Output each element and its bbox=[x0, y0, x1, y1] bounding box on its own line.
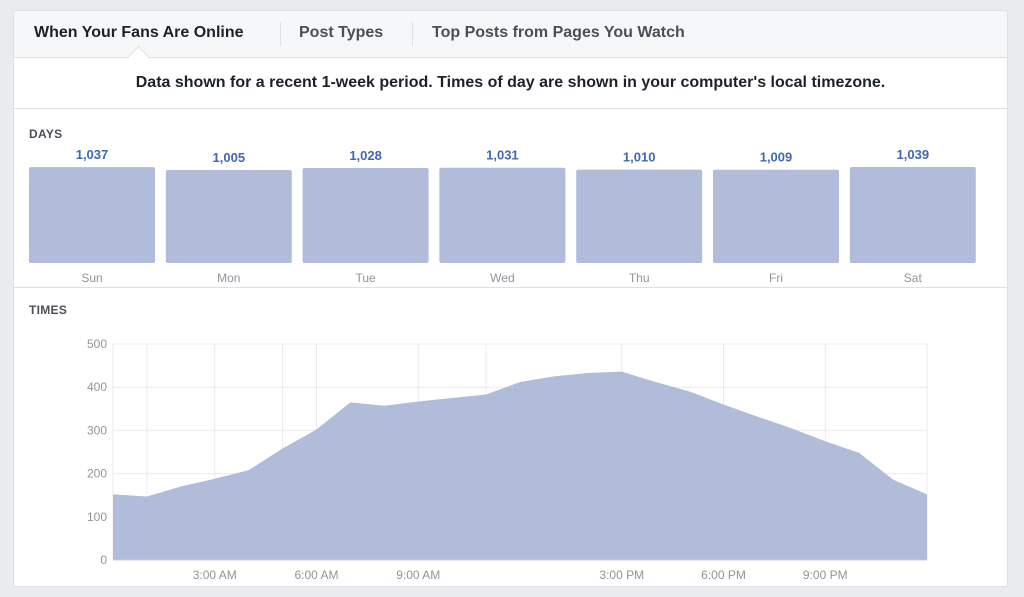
y-tick-label: 400 bbox=[87, 380, 107, 394]
times-title: TIMES bbox=[29, 303, 68, 317]
section-divider bbox=[14, 287, 1007, 288]
day-tick-label: Thu bbox=[629, 271, 650, 285]
x-tick-label: 6:00 PM bbox=[701, 568, 746, 582]
insights-card: When Your Fans Are Online Post Types Top… bbox=[13, 10, 1008, 587]
tab-bar: When Your Fans Are Online Post Types Top… bbox=[14, 11, 1007, 68]
day-bar bbox=[439, 167, 566, 263]
day-value-label: 1,028 bbox=[349, 148, 382, 163]
times-area-series bbox=[113, 371, 927, 560]
times-area-chart: 0 100 200 300 400 500 3:00 AM 6:00 AM 9:00 AM 3:0… bbox=[87, 337, 928, 582]
y-tick-label: 100 bbox=[87, 510, 107, 524]
day-bar bbox=[165, 170, 292, 263]
y-tick-label: 0 bbox=[100, 553, 107, 567]
day-bar bbox=[29, 167, 155, 263]
day-bar bbox=[713, 169, 839, 263]
day-tick-label: Wed bbox=[490, 271, 514, 285]
day-tick-label: Mon bbox=[217, 271, 240, 285]
day-bar bbox=[302, 167, 429, 263]
day-value-label: 1,037 bbox=[76, 147, 109, 162]
y-tick-label: 300 bbox=[87, 423, 107, 437]
days-bar-chart: 1,037 Sun 1,005 Mon 1,028 Tue 1,031 Wed 1,010 Thu… bbox=[29, 147, 976, 285]
day-tick-label: Fri bbox=[769, 271, 783, 285]
y-tick-label: 500 bbox=[87, 337, 107, 351]
day-value-label: 1,031 bbox=[486, 148, 519, 163]
day-bar bbox=[576, 169, 703, 263]
day-tick-label: Sat bbox=[904, 271, 923, 285]
x-tick-label: 3:00 PM bbox=[599, 568, 644, 582]
tab-post-types[interactable]: Post Types bbox=[299, 24, 384, 41]
day-value-label: 1,009 bbox=[760, 150, 793, 165]
x-tick-label: 9:00 PM bbox=[803, 568, 848, 582]
tab-separator bbox=[412, 22, 413, 46]
day-value-label: 1,010 bbox=[623, 150, 656, 165]
tab-separator bbox=[280, 22, 281, 46]
x-tick-label: 6:00 AM bbox=[294, 568, 338, 582]
day-tick-label: Sun bbox=[81, 271, 102, 285]
tab-top-posts[interactable]: Top Posts from Pages You Watch bbox=[432, 24, 685, 41]
timezone-notice: Data shown for a recent 1-week period. T… bbox=[14, 58, 1007, 109]
days-title: DAYS bbox=[29, 127, 63, 141]
y-tick-label: 200 bbox=[87, 467, 107, 481]
x-tick-label: 9:00 AM bbox=[396, 568, 440, 582]
day-value-label: 1,039 bbox=[897, 147, 930, 162]
x-tick-label: 3:00 AM bbox=[193, 568, 237, 582]
tab-when-fans-online[interactable]: When Your Fans Are Online bbox=[34, 24, 244, 41]
day-value-label: 1,005 bbox=[213, 150, 246, 165]
day-bar bbox=[849, 167, 976, 263]
day-tick-label: Tue bbox=[355, 271, 376, 285]
